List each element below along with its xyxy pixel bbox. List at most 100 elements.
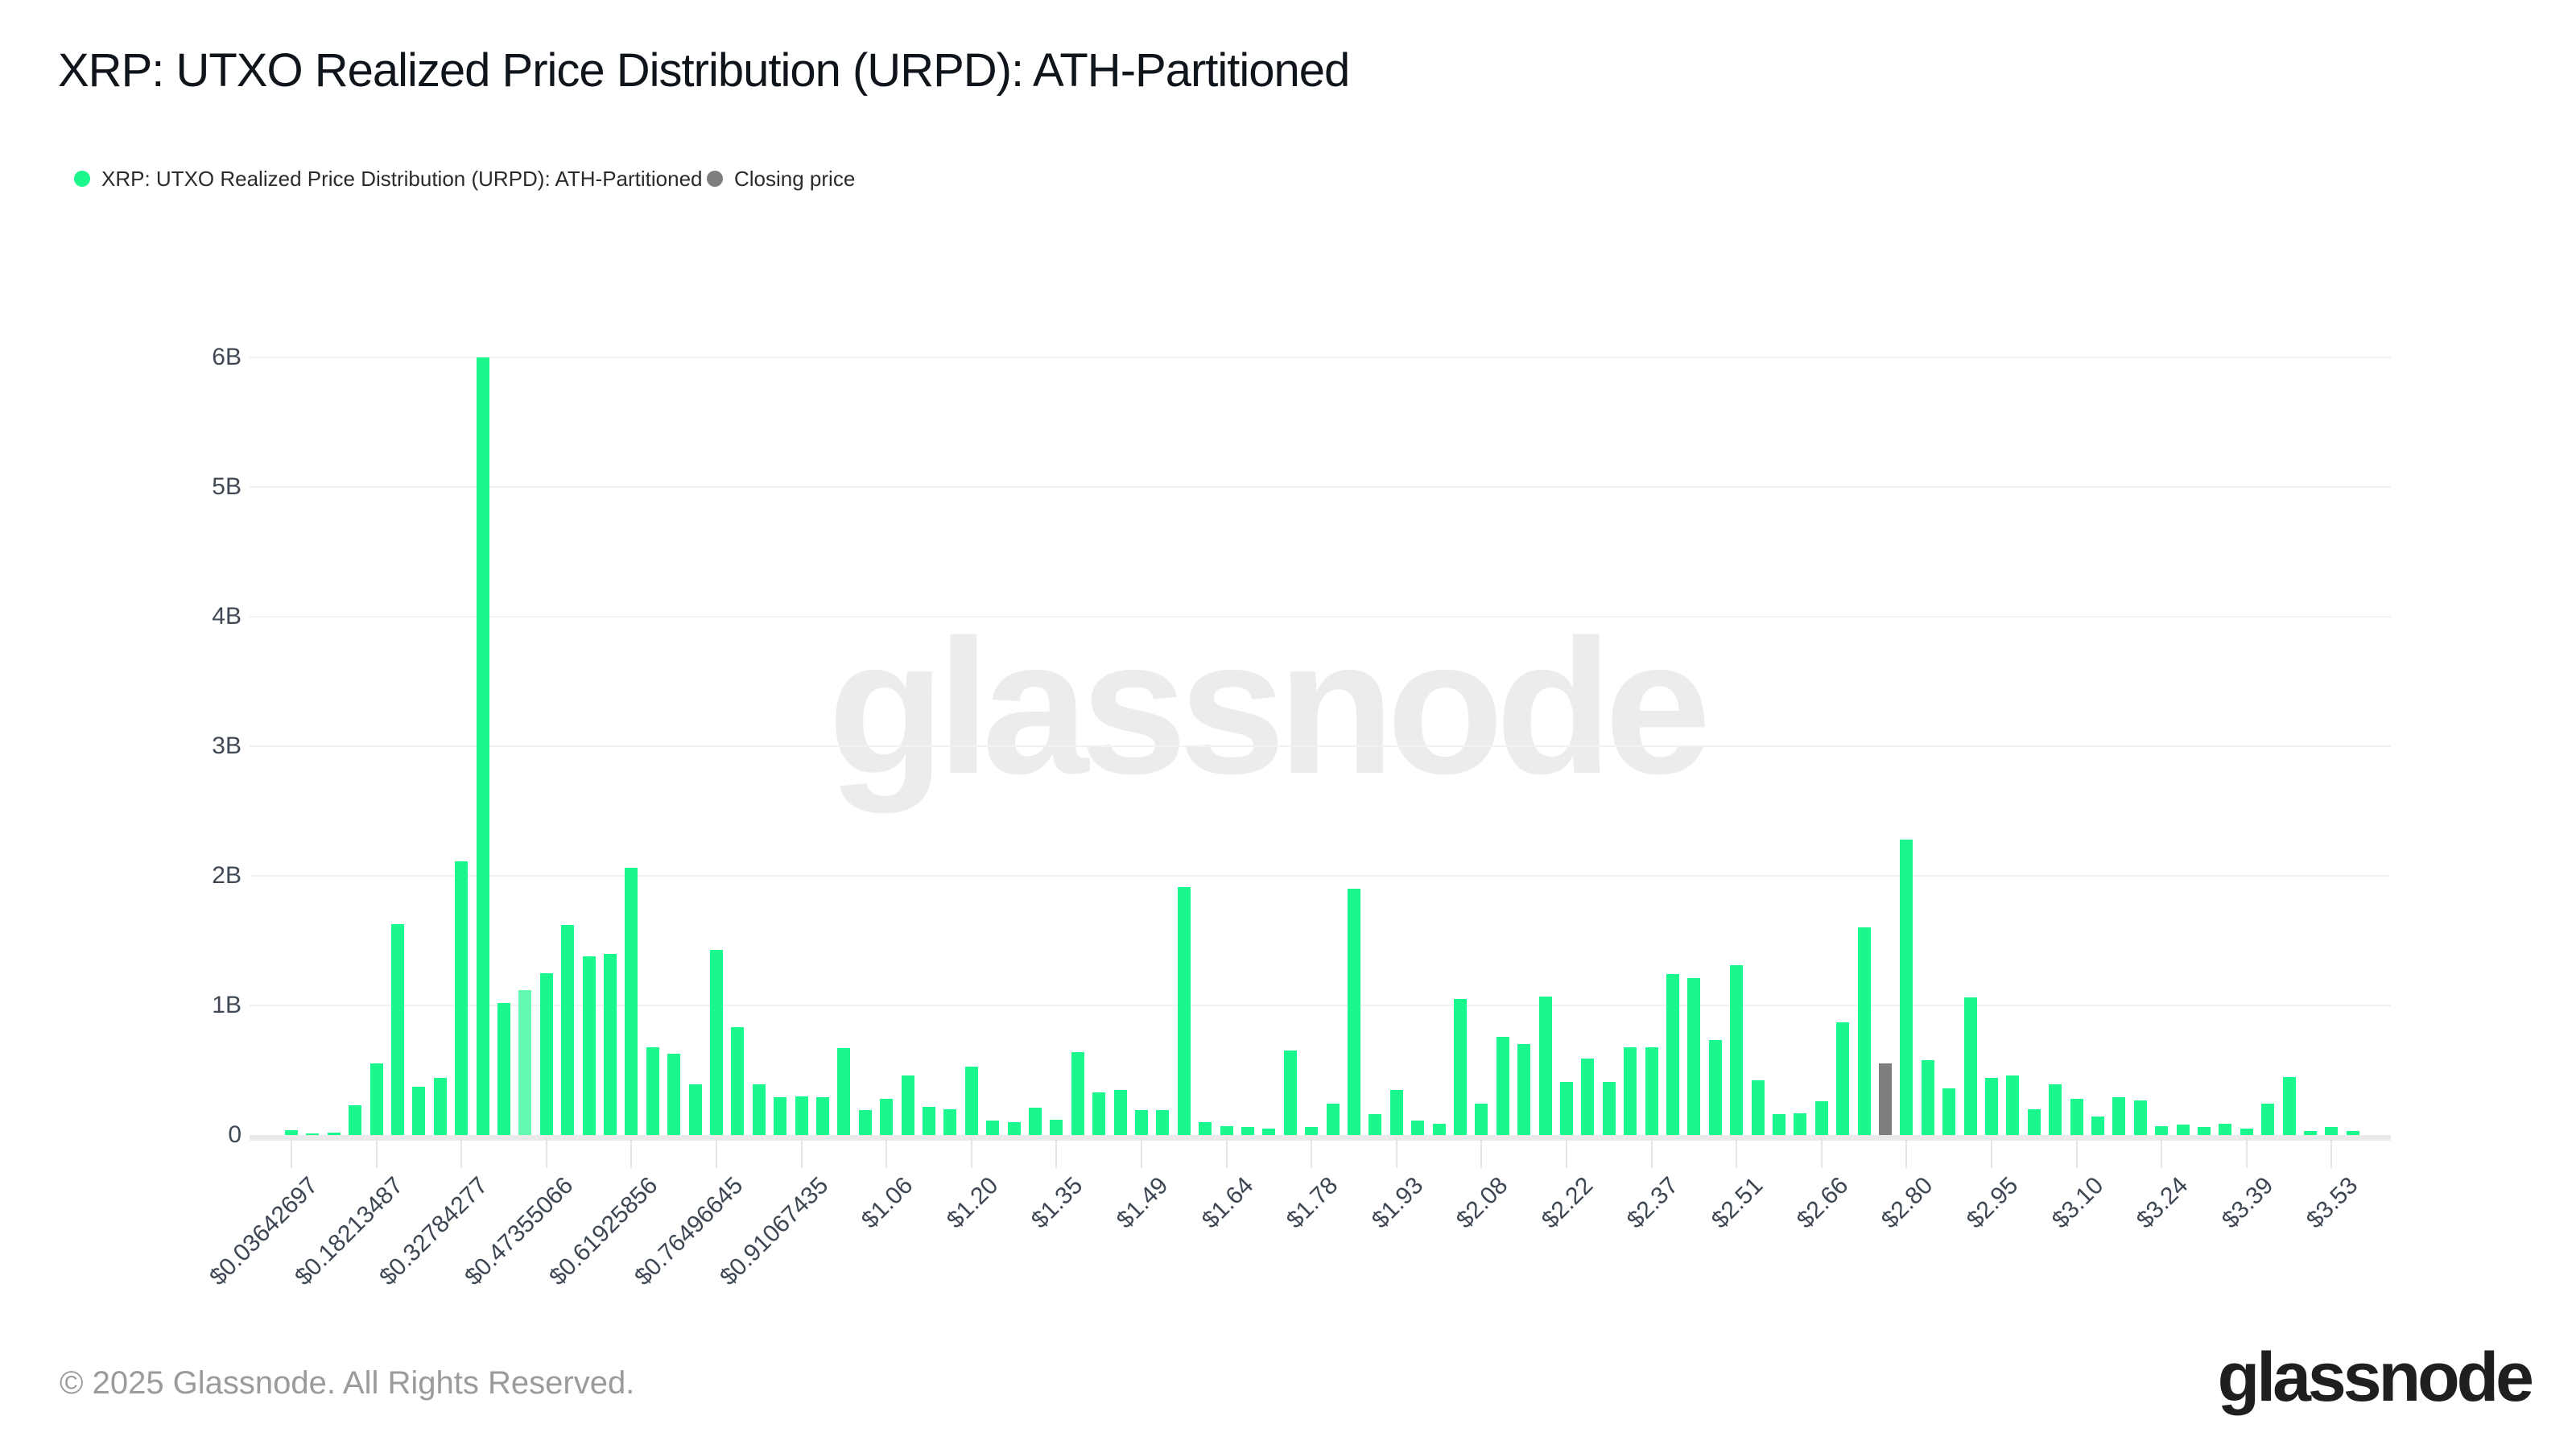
urpd-bar[interactable] [731, 1027, 745, 1135]
urpd-bar[interactable] [688, 1084, 702, 1135]
urpd-bar[interactable] [306, 1133, 320, 1135]
urpd-bar[interactable] [1092, 1092, 1106, 1135]
urpd-bar[interactable] [880, 1099, 894, 1135]
urpd-bar[interactable] [964, 1067, 978, 1135]
urpd-bar[interactable] [539, 973, 553, 1135]
urpd-bar[interactable] [2282, 1077, 2296, 1135]
urpd-bar[interactable] [1050, 1120, 1063, 1135]
urpd-bar[interactable] [1283, 1051, 1297, 1135]
urpd-bar[interactable] [2027, 1109, 2041, 1135]
urpd-bar[interactable] [2070, 1099, 2083, 1135]
urpd-bar[interactable] [455, 861, 469, 1135]
closing-price-bar[interactable] [1879, 1063, 1892, 1135]
urpd-bar[interactable] [646, 1047, 659, 1135]
urpd-bar[interactable] [1007, 1122, 1021, 1135]
urpd-bar[interactable] [1645, 1047, 1658, 1135]
urpd-bar[interactable] [1985, 1078, 1998, 1135]
legend-item-closing-price[interactable]: Closing price [707, 166, 855, 192]
urpd-bar[interactable] [1560, 1082, 1573, 1135]
urpd-bar[interactable] [1177, 887, 1191, 1135]
urpd-bar[interactable] [1262, 1129, 1276, 1135]
urpd-bar[interactable] [2176, 1125, 2190, 1135]
urpd-bar[interactable] [604, 954, 617, 1135]
urpd-bar[interactable] [774, 1097, 787, 1135]
urpd-bar[interactable] [369, 1063, 383, 1135]
urpd-bar[interactable] [412, 1087, 426, 1135]
urpd-bar[interactable] [2155, 1126, 2169, 1135]
urpd-bar[interactable] [2006, 1075, 2020, 1135]
urpd-bar[interactable] [2304, 1131, 2317, 1135]
urpd-bar[interactable] [2325, 1127, 2339, 1135]
urpd-bar[interactable] [2346, 1131, 2359, 1135]
urpd-bar[interactable] [858, 1110, 872, 1135]
urpd-bar[interactable] [327, 1133, 341, 1135]
urpd-bar[interactable] [1220, 1126, 1233, 1135]
urpd-bar[interactable] [1602, 1082, 1616, 1135]
urpd-bar[interactable] [1135, 1110, 1148, 1135]
urpd-bar[interactable] [1794, 1113, 1807, 1135]
urpd-bar[interactable] [2198, 1127, 2211, 1135]
urpd-bar[interactable] [1305, 1127, 1319, 1135]
urpd-bar[interactable] [2219, 1124, 2232, 1135]
urpd-bar[interactable] [1071, 1052, 1084, 1135]
urpd-bar[interactable] [1942, 1088, 1956, 1135]
urpd-bar[interactable] [582, 956, 596, 1135]
urpd-bar[interactable] [497, 1003, 510, 1135]
urpd-bar[interactable] [1475, 1104, 1488, 1135]
urpd-bar[interactable] [752, 1084, 766, 1135]
urpd-bar[interactable] [1836, 1022, 1850, 1135]
urpd-bar[interactable] [1963, 997, 1977, 1135]
urpd-bar[interactable] [1156, 1110, 1170, 1135]
urpd-bar[interactable] [1581, 1059, 1595, 1135]
urpd-bar[interactable] [1113, 1090, 1127, 1135]
urpd-bar[interactable] [2049, 1084, 2062, 1135]
urpd-bar[interactable] [561, 925, 575, 1135]
urpd-bar[interactable] [349, 1105, 362, 1135]
urpd-bar[interactable] [816, 1097, 829, 1135]
urpd-bar[interactable] [1432, 1124, 1446, 1135]
legend-item-series[interactable]: XRP: UTXO Realized Price Distribution (U… [74, 166, 703, 192]
urpd-bar[interactable] [1687, 978, 1701, 1135]
urpd-bar[interactable] [1326, 1104, 1340, 1135]
urpd-bar[interactable] [1389, 1090, 1403, 1135]
urpd-bar[interactable] [2112, 1097, 2126, 1135]
urpd-bar[interactable] [391, 924, 404, 1135]
urpd-bar[interactable] [1517, 1044, 1531, 1135]
urpd-bar[interactable] [1857, 927, 1871, 1135]
urpd-bar[interactable] [433, 1078, 447, 1135]
urpd-bar[interactable] [710, 950, 723, 1135]
urpd-bar[interactable] [1900, 840, 1913, 1135]
urpd-bar[interactable] [2240, 1129, 2253, 1135]
urpd-bar[interactable] [1773, 1114, 1785, 1135]
urpd-bar[interactable] [1348, 889, 1360, 1135]
urpd-bar[interactable] [943, 1109, 957, 1135]
urpd-bar[interactable] [667, 1054, 681, 1135]
urpd-bar-light[interactable] [518, 990, 532, 1135]
urpd-bar[interactable] [1666, 974, 1679, 1135]
urpd-bar[interactable] [476, 357, 489, 1135]
urpd-bar[interactable] [795, 1096, 808, 1135]
urpd-bar[interactable] [1921, 1060, 1934, 1135]
urpd-bar[interactable] [1368, 1114, 1382, 1135]
urpd-bar[interactable] [2091, 1117, 2104, 1135]
urpd-bar[interactable] [923, 1107, 935, 1135]
urpd-bar[interactable] [1624, 1047, 1637, 1135]
urpd-bar[interactable] [1199, 1122, 1212, 1135]
urpd-bar[interactable] [285, 1130, 298, 1135]
urpd-bar[interactable] [1411, 1121, 1425, 1135]
urpd-bar[interactable] [2133, 1100, 2147, 1135]
urpd-bar[interactable] [1029, 1108, 1042, 1135]
urpd-bar[interactable] [1241, 1127, 1254, 1135]
urpd-bar[interactable] [901, 1075, 914, 1135]
urpd-bar[interactable] [1751, 1080, 1765, 1135]
urpd-bar[interactable] [837, 1048, 851, 1135]
urpd-bar[interactable] [1538, 997, 1552, 1135]
urpd-bar[interactable] [1814, 1101, 1828, 1135]
urpd-bar[interactable] [1496, 1037, 1509, 1135]
urpd-bar[interactable] [2261, 1104, 2275, 1135]
urpd-bar[interactable] [1708, 1040, 1722, 1135]
urpd-bar[interactable] [625, 868, 638, 1135]
urpd-bar[interactable] [986, 1121, 1000, 1135]
urpd-bar[interactable] [1454, 999, 1467, 1135]
urpd-bar[interactable] [1730, 965, 1744, 1135]
